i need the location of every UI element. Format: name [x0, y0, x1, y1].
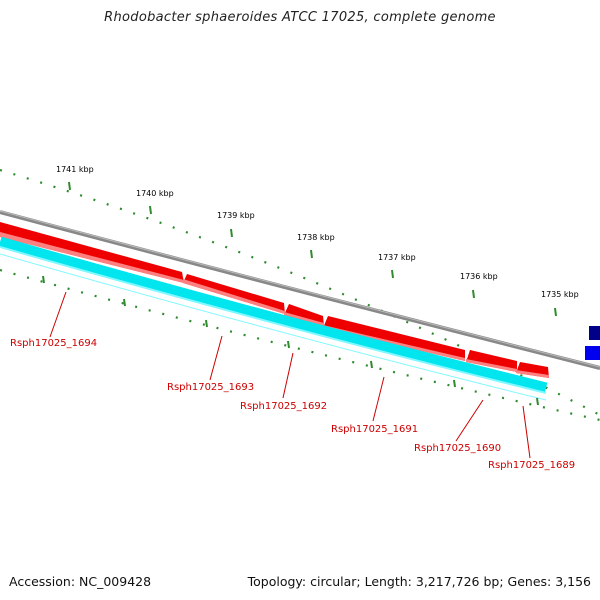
cds-arrow-shade — [516, 370, 549, 378]
gene-label: Rsph17025_1691 — [331, 424, 418, 435]
genome-backbone — [0, 210, 600, 370]
major-tick — [310, 249, 313, 259]
inner-major-ticks — [42, 275, 539, 406]
plus-strand-genes — [585, 326, 600, 360]
feature-band-shade — [0, 246, 547, 394]
cds-arrow — [0, 222, 184, 283]
kbp-label: 1737 kbp — [378, 253, 416, 262]
genome-backbone-highlight — [0, 210, 600, 368]
cds-track — [0, 222, 549, 378]
accession-text: Accession: NC_009428 — [9, 574, 152, 589]
cds-arrow-shade — [323, 325, 465, 361]
feature-band-edge — [0, 253, 547, 401]
gene-label: Rsph17025_1689 — [488, 460, 575, 471]
cds-arrow-shade — [284, 312, 324, 326]
major-tick — [230, 228, 233, 238]
kbp-label: 1740 kbp — [136, 189, 174, 198]
kbp-label: 1739 kbp — [217, 211, 255, 220]
major-tick — [391, 269, 394, 279]
genome-summary-text: Topology: circular; Length: 3,217,726 bp… — [247, 574, 591, 589]
gene-label: Rsph17025_1693 — [167, 382, 254, 393]
cds-arrow-shade — [466, 359, 517, 372]
kbp-label: 1736 kbp — [460, 272, 498, 281]
gene-labels: Rsph17025_1694 Rsph17025_1693 Rsph17025_… — [10, 338, 575, 471]
inner-tick-row — [0, 268, 600, 422]
major-tick — [472, 289, 475, 299]
gene-callout-lines — [49, 291, 531, 459]
major-ticks — [68, 181, 557, 317]
feature-track — [0, 236, 548, 401]
inner-tick-dots — [0, 268, 600, 422]
feature-band — [0, 236, 548, 394]
cds-arrow-shade — [183, 279, 285, 314]
major-tick — [554, 307, 557, 317]
kbp-label: 1741 kbp — [56, 165, 94, 174]
gene-label: Rsph17025_1690 — [414, 443, 501, 454]
kbp-scale-labels: 1741 kbp 1740 kbp 1739 kbp 1738 kbp 1737… — [56, 165, 579, 299]
cds-arrow-shade — [0, 232, 184, 283]
plus-strand-gene-block — [589, 326, 600, 340]
gene-label: Rsph17025_1694 — [10, 338, 97, 349]
major-tick — [68, 181, 71, 191]
gene-label: Rsph17025_1692 — [240, 401, 327, 412]
major-tick — [149, 205, 152, 215]
plus-strand-gene-block — [585, 346, 600, 360]
kbp-label: 1735 kbp — [541, 290, 579, 299]
map-title: Rhodobacter sphaeroides ATCC 17025, comp… — [104, 10, 496, 25]
kbp-label: 1738 kbp — [297, 233, 335, 242]
